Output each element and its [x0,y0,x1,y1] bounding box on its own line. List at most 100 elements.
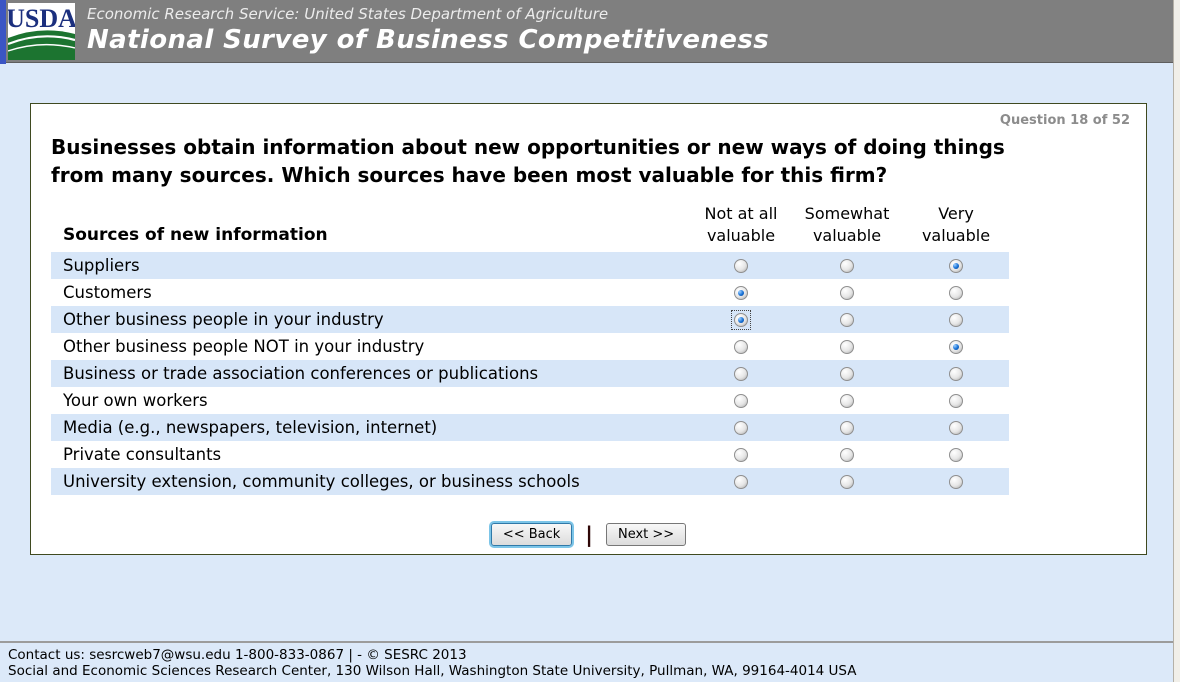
radio-cell [791,283,903,303]
radio-cell [903,445,1009,465]
radio-7-2[interactable] [949,447,963,462]
radio-cell [903,418,1009,438]
table-body: Suppliers Customers Other business people … [51,252,1009,495]
radio-1-2[interactable] [949,285,963,300]
table-row: Media (e.g., newspapers, television, int… [51,414,1009,441]
radio-focus-box [837,445,857,465]
radio-focus-box [946,283,966,303]
radio-cell [691,256,791,276]
radio-cell [691,364,791,384]
button-separator: | [585,522,593,547]
radio-cell [691,283,791,303]
row-label: Suppliers [63,256,140,275]
radio-focus-box [837,364,857,384]
radio-2-2[interactable] [949,312,963,327]
radio-focus-box [731,364,751,384]
table-header-row: Sources of new information Not at all va… [51,203,1009,252]
radio-focus-box [837,283,857,303]
radio-focus-box [837,310,857,330]
radio-5-1[interactable] [840,393,854,408]
table-row: Other business people NOT in your indust… [51,333,1009,360]
row-label: Other business people NOT in your indust… [63,337,425,356]
radio-4-2[interactable] [949,366,963,381]
radio-6-0[interactable] [734,420,748,435]
footer-address-line: Social and Economic Sciences Research Ce… [8,663,857,679]
footer-contact-line: Contact us: sesrcweb7@wsu.edu 1-800-833-… [8,647,467,663]
radio-focus-box [946,256,966,276]
radio-8-0[interactable] [734,474,748,489]
radio-cell [791,472,903,492]
radio-cell [903,256,1009,276]
radio-cell [903,337,1009,357]
row-group-header: Sources of new information [63,225,328,245]
row-label: Other business people in your industry [63,310,384,329]
radio-cell [691,445,791,465]
radio-4-1[interactable] [840,366,854,381]
radio-4-0[interactable] [734,366,748,381]
radio-cell [691,391,791,411]
row-label: Business or trade association conference… [63,364,539,383]
header-titles: Economic Research Service: United States… [87,7,769,55]
radio-0-0[interactable] [734,258,748,273]
radio-cell [691,472,791,492]
radio-5-0[interactable] [734,393,748,408]
radio-focus-box [837,337,857,357]
row-label: Your own workers [63,391,208,410]
radio-1-0[interactable] [734,285,748,300]
table-row: University extension, community colleges… [51,468,1009,495]
radio-0-2[interactable] [949,258,963,273]
column-header-somewhat: Somewhat valuable [804,204,890,245]
radio-1-1[interactable] [840,285,854,300]
radio-focus-box [731,309,751,330]
table-row: Your own workers [51,387,1009,414]
back-button[interactable]: << Back [490,523,573,546]
radio-focus-box [946,337,966,357]
column-header-not-at-all: Not at all valuable [704,204,778,245]
radio-2-0[interactable] [734,312,748,327]
radio-8-2[interactable] [949,474,963,489]
radio-cell [903,310,1009,330]
radio-cell [691,418,791,438]
row-label: University extension, community colleges… [63,472,580,491]
radio-0-1[interactable] [840,258,854,273]
radio-cell [791,364,903,384]
nav-buttons: << Back | Next >> [31,523,1146,546]
page-footer: Contact us: sesrcweb7@wsu.edu 1-800-833-… [0,641,1173,682]
radio-7-1[interactable] [840,447,854,462]
answer-table: Sources of new information Not at all va… [51,203,1009,495]
radio-6-1[interactable] [840,420,854,435]
radio-2-1[interactable] [840,312,854,327]
table-row: Private consultants [51,441,1009,468]
radio-focus-box [946,364,966,384]
window-right-border [1173,0,1180,682]
radio-3-1[interactable] [840,339,854,354]
usda-logo-text: USDA [8,4,75,33]
radio-cell [791,337,903,357]
radio-focus-box [837,256,857,276]
question-card: Question 18 of 52 Businesses obtain info… [30,103,1147,555]
radio-6-2[interactable] [949,420,963,435]
table-row: Business or trade association conference… [51,360,1009,387]
window-left-border [0,0,6,64]
table-row: Customers [51,279,1009,306]
radio-cell [903,472,1009,492]
row-label: Private consultants [63,445,222,464]
next-button[interactable]: Next >> [605,523,687,546]
radio-focus-box [837,472,857,492]
radio-focus-box [731,391,751,411]
radio-focus-box [731,472,751,492]
radio-cell [903,364,1009,384]
radio-cell [791,418,903,438]
radio-focus-box [946,391,966,411]
radio-cell [791,445,903,465]
radio-3-2[interactable] [949,339,963,354]
radio-3-0[interactable] [734,339,748,354]
radio-8-1[interactable] [840,474,854,489]
radio-5-2[interactable] [949,393,963,408]
radio-7-0[interactable] [734,447,748,462]
usda-logo: USDA [8,3,75,60]
radio-focus-box [731,418,751,438]
agency-line: Economic Research Service: United States… [87,7,609,23]
survey-title: National Survey of Business Competitiven… [87,25,770,55]
